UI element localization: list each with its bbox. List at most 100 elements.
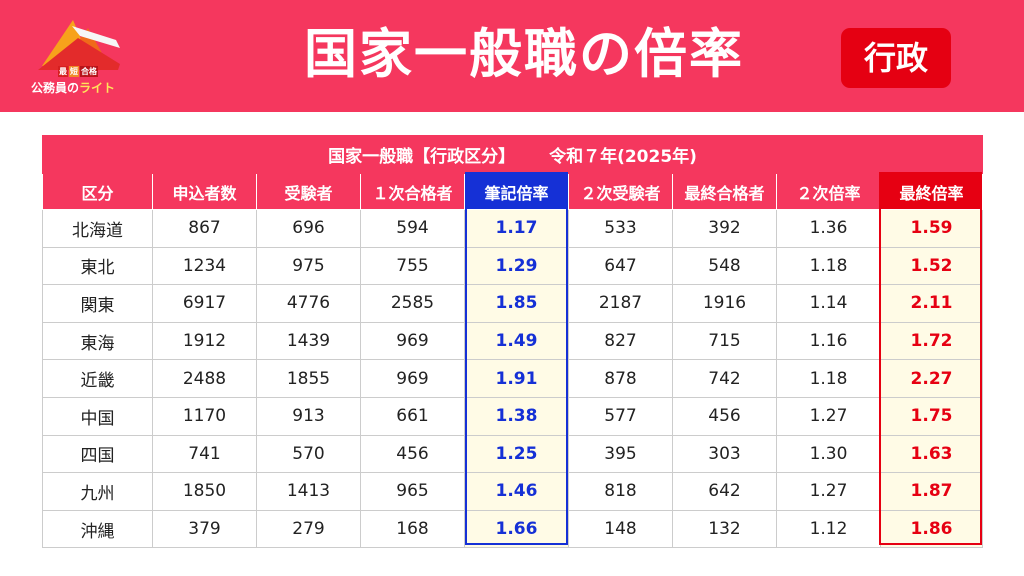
first-pass-cell: 661 bbox=[360, 396, 465, 436]
final-ratio-cell: 1.52 bbox=[879, 246, 984, 286]
final-ratio-cell: 2.11 bbox=[879, 284, 984, 323]
written-ratio-cell: 1.49 bbox=[464, 321, 569, 361]
applicants-header: 申込者数 bbox=[152, 173, 257, 210]
final-pass-cell: 1916 bbox=[672, 284, 777, 323]
applicants-cell: 379 bbox=[152, 509, 257, 549]
table-row: 北海道 867 696 594 1.17 533 392 1.36 1.59 bbox=[42, 209, 984, 248]
first-pass-cell: 969 bbox=[360, 359, 465, 398]
final-ratio-cell: 1.63 bbox=[879, 434, 984, 474]
examinees-cell: 913 bbox=[256, 396, 361, 436]
second-ratio-cell: 1.18 bbox=[776, 359, 881, 398]
final-pass-header: 最終合格者 bbox=[672, 173, 777, 210]
region-cell: 中国 bbox=[42, 396, 153, 436]
applicants-cell: 867 bbox=[152, 209, 257, 248]
examinees-cell: 975 bbox=[256, 246, 361, 286]
final-ratio-cell: 1.59 bbox=[879, 209, 984, 248]
final-ratio-cell: 2.27 bbox=[879, 359, 984, 398]
applicants-cell: 2488 bbox=[152, 359, 257, 398]
first-pass-cell: 965 bbox=[360, 472, 465, 511]
applicants-cell: 1850 bbox=[152, 472, 257, 511]
examinees-cell: 1855 bbox=[256, 359, 361, 398]
region-cell: 東海 bbox=[42, 321, 153, 361]
table-row: 中国 1170 913 661 1.38 577 456 1.27 1.75 bbox=[42, 396, 984, 436]
final-ratio-cell: 1.75 bbox=[879, 396, 984, 436]
second-examinees-cell: 577 bbox=[568, 396, 673, 436]
table-header-row: 区分 申込者数 受験者 １次合格者 筆記倍率 ２次受験者 最終合格者 ２次倍率 最終倍率 bbox=[42, 173, 984, 210]
logo-badge: 短 bbox=[69, 66, 79, 77]
written-ratio-cell: 1.46 bbox=[464, 472, 569, 511]
final-pass-cell: 548 bbox=[672, 246, 777, 286]
second-ratio-cell: 1.30 bbox=[776, 434, 881, 474]
final-pass-cell: 456 bbox=[672, 396, 777, 436]
final-pass-cell: 303 bbox=[672, 434, 777, 474]
applicants-cell: 1234 bbox=[152, 246, 257, 286]
table-row: 九州 1850 1413 965 1.46 818 642 1.27 1.87 bbox=[42, 472, 984, 511]
logo-text-main: 公務員の bbox=[31, 81, 80, 95]
second-ratio-cell: 1.36 bbox=[776, 209, 881, 248]
table-row: 沖縄 379 279 168 1.66 148 132 1.12 1.86 bbox=[42, 509, 984, 549]
table-caption-row: 国家一般職【行政区分】 令和７年(2025年) bbox=[41, 135, 984, 174]
applicants-cell: 1912 bbox=[152, 321, 257, 361]
ratio-table-container: 国家一般職【行政区分】 令和７年(2025年) 区分 申込者数 受験者 １次合格者 筆記倍… bbox=[41, 135, 984, 549]
region-cell: 北海道 bbox=[42, 209, 153, 248]
written-ratio-cell: 1.25 bbox=[464, 434, 569, 474]
table-row: 近畿 2488 1855 969 1.91 878 742 1.18 2.27 bbox=[42, 359, 984, 398]
region-cell: 東北 bbox=[42, 246, 153, 286]
first-pass-cell: 755 bbox=[360, 246, 465, 286]
written-ratio-cell: 1.85 bbox=[464, 284, 569, 323]
second-ratio-cell: 1.14 bbox=[776, 284, 881, 323]
second-examinees-header: ２次受験者 bbox=[568, 173, 673, 210]
second-ratio-cell: 1.18 bbox=[776, 246, 881, 286]
final-pass-cell: 642 bbox=[672, 472, 777, 511]
second-examinees-cell: 878 bbox=[568, 359, 673, 398]
table-caption: 国家一般職【行政区分】 令和７年(2025年) bbox=[41, 135, 984, 174]
final-ratio-cell: 1.87 bbox=[879, 472, 984, 511]
logo-badge: 合格 bbox=[80, 66, 98, 77]
category-badge: 行政 bbox=[841, 28, 951, 88]
first-pass-header: １次合格者 bbox=[360, 173, 465, 210]
second-ratio-cell: 1.27 bbox=[776, 396, 881, 436]
final-ratio-cell: 1.86 bbox=[879, 509, 984, 549]
second-ratio-cell: 1.12 bbox=[776, 509, 881, 549]
second-examinees-cell: 395 bbox=[568, 434, 673, 474]
first-pass-cell: 969 bbox=[360, 321, 465, 361]
final-ratio-header: 最終倍率 bbox=[879, 173, 984, 210]
applicants-cell: 741 bbox=[152, 434, 257, 474]
written-ratio-cell: 1.17 bbox=[464, 209, 569, 248]
ratio-table: 国家一般職【行政区分】 令和７年(2025年) 区分 申込者数 受験者 １次合格者 筆記倍… bbox=[41, 135, 984, 549]
final-ratio-cell: 1.72 bbox=[879, 321, 984, 361]
examinees-header: 受験者 bbox=[256, 173, 361, 210]
second-ratio-header: ２次倍率 bbox=[776, 173, 881, 210]
logo-mark-icon bbox=[38, 20, 120, 70]
final-pass-cell: 742 bbox=[672, 359, 777, 398]
second-examinees-cell: 2187 bbox=[568, 284, 673, 323]
region-cell: 近畿 bbox=[42, 359, 153, 398]
written-ratio-cell: 1.38 bbox=[464, 396, 569, 436]
examinees-cell: 279 bbox=[256, 509, 361, 549]
first-pass-cell: 594 bbox=[360, 209, 465, 248]
examinees-cell: 570 bbox=[256, 434, 361, 474]
table-row: 関東 6917 4776 2585 1.85 2187 1916 1.14 2.11 bbox=[42, 284, 984, 323]
second-examinees-cell: 827 bbox=[568, 321, 673, 361]
written-ratio-cell: 1.91 bbox=[464, 359, 569, 398]
region-header: 区分 bbox=[42, 173, 153, 210]
logo-text: 公務員のライト bbox=[31, 79, 115, 96]
written-ratio-cell: 1.29 bbox=[464, 246, 569, 286]
first-pass-cell: 2585 bbox=[360, 284, 465, 323]
table-caption-year: 令和７年(2025年) bbox=[549, 147, 697, 167]
table-row: 東海 1912 1439 969 1.49 827 715 1.16 1.72 bbox=[42, 321, 984, 361]
table-row: 四国 741 570 456 1.25 395 303 1.30 1.63 bbox=[42, 434, 984, 474]
first-pass-cell: 456 bbox=[360, 434, 465, 474]
second-ratio-cell: 1.27 bbox=[776, 472, 881, 511]
applicants-cell: 6917 bbox=[152, 284, 257, 323]
second-examinees-cell: 647 bbox=[568, 246, 673, 286]
region-cell: 関東 bbox=[42, 284, 153, 323]
final-pass-cell: 715 bbox=[672, 321, 777, 361]
second-examinees-cell: 148 bbox=[568, 509, 673, 549]
region-cell: 沖縄 bbox=[42, 509, 153, 549]
header-band: 最 短 合格 公務員のライト 国家一般職の倍率 行政 bbox=[0, 0, 1024, 112]
examinees-cell: 1413 bbox=[256, 472, 361, 511]
logo-badge: 最 bbox=[58, 66, 68, 77]
written-ratio-header: 筆記倍率 bbox=[464, 173, 569, 210]
table-caption-main: 国家一般職【行政区分】 bbox=[328, 147, 516, 167]
